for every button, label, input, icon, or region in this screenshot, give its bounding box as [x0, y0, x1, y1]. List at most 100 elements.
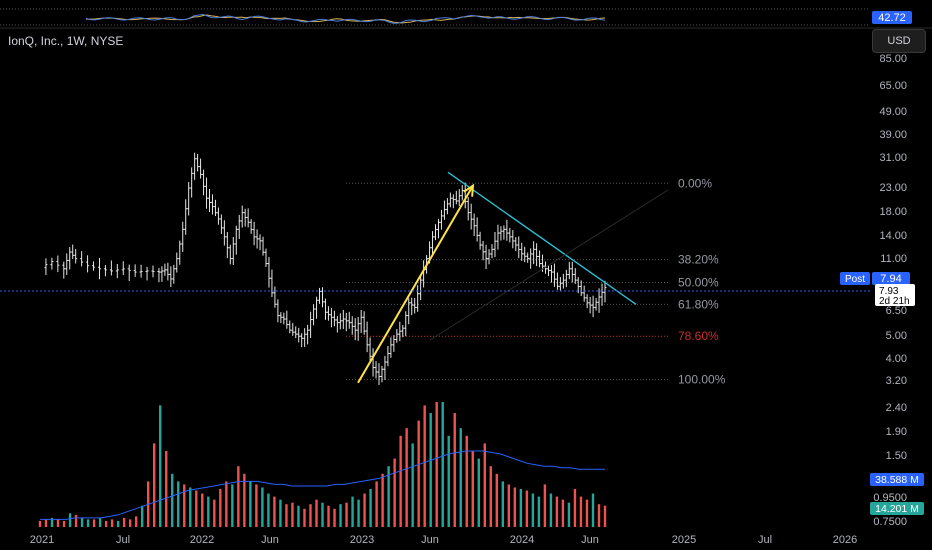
volume-bar — [477, 458, 480, 527]
volume-bar — [116, 520, 120, 527]
volume-bar — [585, 499, 589, 527]
last-price-value: 7.93 — [879, 286, 899, 297]
volume-bar — [543, 484, 547, 527]
y-tick-label: 14.00 — [879, 230, 907, 242]
time-axis[interactable]: 2021 Jul 2022 Jun 2023 Jun 2024 Jun 2025 Jul 2026 — [30, 534, 857, 546]
volume-bar — [303, 508, 306, 527]
volume-bar — [405, 428, 408, 527]
indicator-value-text: 42.72 — [878, 12, 906, 24]
x-tick-label: 2026 — [833, 534, 857, 546]
volume-value: 14.201 M — [875, 503, 919, 515]
volume-bar — [86, 519, 90, 527]
volume-bar — [393, 458, 396, 527]
volume-bar — [369, 489, 372, 527]
volume-bar — [315, 499, 318, 527]
arrow-head — [463, 183, 475, 197]
volume-bar — [513, 487, 517, 527]
volume-bar — [483, 443, 486, 527]
y-tick-label: 65.00 — [879, 80, 907, 92]
volume-bar — [573, 489, 577, 527]
volume-bar — [44, 519, 48, 527]
volume-bar — [363, 493, 366, 527]
arrow-shaft — [357, 185, 474, 384]
volume-bar — [273, 496, 276, 527]
volume-bar — [339, 504, 342, 527]
x-tick-label: 2025 — [672, 534, 696, 546]
volume-bar — [387, 466, 390, 527]
volume-bar — [459, 428, 462, 527]
volume-bar — [153, 443, 156, 527]
volume-bar — [333, 508, 336, 527]
volume-bar — [195, 490, 198, 527]
y-tick-label: 31.00 — [879, 152, 907, 164]
fib-level-label: 78.60% — [678, 329, 719, 343]
volume-bar — [171, 473, 174, 527]
volume-bar — [62, 520, 66, 527]
volume-bar — [237, 466, 240, 527]
volume-bar — [531, 493, 535, 527]
volume-ma-bg — [870, 473, 924, 486]
volume-bar — [321, 502, 324, 527]
x-tick-label: Jun — [261, 534, 279, 546]
x-tick-label: 2023 — [350, 534, 374, 546]
last-price-badge: 7.93 2d 21h — [875, 284, 915, 307]
volume-bar — [68, 513, 72, 527]
volume-bar — [249, 481, 252, 527]
fib-level-label: 50.00% — [678, 276, 719, 290]
countdown-text: 2d 21h — [879, 296, 910, 307]
volume-bar — [38, 520, 42, 527]
volume-bar — [80, 517, 84, 527]
volume-ma-badge: 38.588 M — [870, 473, 924, 486]
volume-bar — [489, 466, 492, 527]
fib-level-label: 100.00% — [678, 373, 726, 387]
volume-bar — [231, 484, 234, 527]
post-badge: Post 7.94 — [840, 272, 910, 285]
volume-bar — [110, 519, 114, 527]
last-price-bg — [875, 284, 915, 306]
volume-bar — [411, 443, 414, 527]
volume-bar — [159, 405, 162, 527]
volume-bar — [219, 489, 222, 527]
volume-bar — [441, 402, 444, 527]
volume-bar — [537, 496, 541, 527]
volume-bar — [201, 493, 204, 527]
volume-bar — [561, 499, 565, 527]
currency-selector[interactable]: USD — [872, 29, 926, 53]
y-tick-label: 2.40 — [886, 402, 907, 414]
arrow-drawing[interactable] — [357, 183, 475, 384]
volume-ma-line — [40, 450, 605, 520]
x-tick-label: Jul — [758, 534, 772, 546]
fib-trend-diagonal — [429, 189, 669, 341]
y-tick-label: 49.00 — [879, 106, 907, 118]
y-tick-label: 5.00 — [886, 330, 907, 342]
trendline-drawing[interactable] — [447, 171, 637, 305]
volume-bar — [291, 502, 294, 527]
volume-bar — [309, 504, 312, 527]
symbol-title[interactable]: IonQ, Inc., 1W, NYSE — [8, 34, 124, 48]
volume-bar — [279, 499, 282, 527]
volume-bar — [128, 519, 132, 527]
y-tick-label: 3.20 — [886, 375, 907, 387]
volume-bar — [177, 481, 180, 527]
fibonacci-retracement[interactable]: 0.00% 38.20% 50.00% 61.80% 78.60% 100.00% — [346, 176, 726, 387]
volume-bar — [92, 519, 96, 527]
x-tick-label: Jun — [421, 534, 439, 546]
volume-bar — [327, 505, 330, 527]
volume-bar — [435, 402, 438, 527]
volume-bar — [597, 504, 601, 527]
volume-bg — [870, 502, 924, 515]
volume-bar — [423, 405, 426, 527]
volume-bar — [56, 519, 60, 527]
volume-bar — [207, 496, 210, 527]
volume-bar — [591, 493, 595, 527]
volume-bar — [429, 413, 432, 527]
y-tick-label: 1.90 — [886, 426, 907, 438]
volume-bar — [525, 490, 529, 527]
fib-level-label: 61.80% — [678, 297, 719, 311]
volume-bar — [183, 484, 186, 527]
indicator-line — [85, 13, 606, 24]
volume-bar — [140, 505, 144, 527]
volume-bar — [74, 514, 78, 527]
candles — [44, 152, 607, 385]
